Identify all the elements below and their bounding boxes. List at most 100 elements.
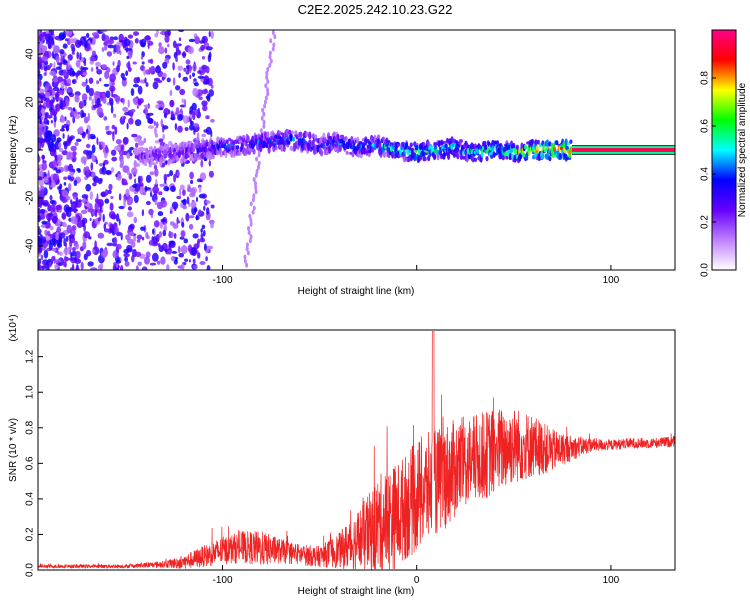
streak-blob xyxy=(257,164,260,170)
noise-blob xyxy=(192,265,198,269)
ridge-blob xyxy=(266,131,270,139)
noise-blob xyxy=(124,47,132,52)
ridge-blob xyxy=(259,144,263,153)
noise-blob xyxy=(101,47,105,52)
noise-blob xyxy=(189,171,194,180)
noise-blob xyxy=(99,202,102,212)
streak-blob xyxy=(264,95,268,101)
noise-blob xyxy=(53,129,60,137)
noise-blob xyxy=(149,65,156,75)
noise-blob xyxy=(71,71,76,76)
noise-blob xyxy=(142,236,145,241)
noise-blob xyxy=(41,236,47,244)
streak-blob xyxy=(273,34,277,40)
noise-blob xyxy=(47,120,50,125)
noise-blob xyxy=(70,202,76,209)
noise-blob xyxy=(111,87,114,97)
ridge-blob xyxy=(211,154,215,160)
noise-blob xyxy=(129,146,135,151)
spectrogram-x-label: Height of straight line (km) xyxy=(298,286,415,297)
noise-blob xyxy=(53,159,57,167)
noise-blob xyxy=(156,30,159,36)
noise-blob xyxy=(156,121,159,129)
noise-blob xyxy=(72,151,77,157)
ridge-blob xyxy=(153,162,157,166)
noise-blob xyxy=(148,125,155,129)
noise-blob xyxy=(107,39,115,44)
ridge-blob xyxy=(450,136,454,144)
noise-blob xyxy=(75,39,82,48)
noise-blob xyxy=(38,44,41,53)
noise-blob xyxy=(180,245,188,254)
ridge-blob xyxy=(422,151,426,157)
ridge-blob xyxy=(219,153,223,158)
noise-blob xyxy=(190,121,194,126)
noise-blob xyxy=(83,231,91,239)
noise-blob xyxy=(55,105,58,111)
noise-blob xyxy=(201,193,207,199)
noise-blob xyxy=(104,144,109,154)
noise-blob xyxy=(102,162,106,169)
noise-blob xyxy=(182,189,186,197)
noise-blob xyxy=(208,170,214,178)
noise-blob xyxy=(210,221,214,229)
noise-blob xyxy=(52,96,55,103)
noise-blob xyxy=(44,112,49,116)
noise-blob xyxy=(133,77,139,84)
ridge-blob xyxy=(564,138,568,146)
noise-blob xyxy=(75,250,81,259)
noise-blob xyxy=(62,190,69,198)
noise-blob xyxy=(174,123,178,131)
noise-blob xyxy=(190,179,194,185)
noise-blob xyxy=(163,182,168,187)
noise-blob xyxy=(199,40,204,44)
noise-blob xyxy=(43,72,47,76)
noise-blob xyxy=(190,201,197,209)
streak-blob xyxy=(245,246,249,252)
noise-blob xyxy=(123,199,126,209)
colorbar-tick-label: 0.2 xyxy=(700,215,711,229)
ridge-blob xyxy=(169,158,173,164)
noise-blob xyxy=(77,168,81,173)
noise-blob xyxy=(44,91,51,99)
noise-blob xyxy=(63,182,67,186)
ridge-blob xyxy=(336,133,340,139)
noise-blob xyxy=(46,114,53,119)
noise-blob xyxy=(61,150,68,156)
noise-blob xyxy=(47,170,50,177)
noise-blob xyxy=(92,249,96,254)
noise-blob xyxy=(109,73,116,83)
ridge-blob xyxy=(510,153,515,160)
noise-blob xyxy=(178,37,182,42)
noise-blob xyxy=(63,123,68,129)
streak-blob xyxy=(268,50,272,56)
noise-blob xyxy=(65,236,69,242)
noise-blob xyxy=(123,116,126,120)
ridge-blob xyxy=(356,136,360,144)
noise-blob xyxy=(74,114,81,119)
colorbar-tick-label: 0.0 xyxy=(700,263,711,277)
noise-blob xyxy=(163,173,168,182)
noise-blob xyxy=(57,250,60,255)
noise-blob xyxy=(143,104,150,108)
noise-blob xyxy=(94,202,100,212)
streak-blob xyxy=(247,226,250,231)
noise-blob xyxy=(160,256,166,265)
noise-blob xyxy=(178,245,181,254)
noise-blob xyxy=(148,67,151,75)
noise-blob xyxy=(40,45,48,52)
noise-blob xyxy=(207,54,212,63)
noise-blob xyxy=(169,99,174,108)
noise-blob xyxy=(149,171,155,176)
noise-blob xyxy=(145,200,151,206)
ridge-blob xyxy=(260,134,264,143)
noise-blob xyxy=(75,267,80,270)
noise-blob xyxy=(120,265,124,270)
noise-blob xyxy=(109,202,114,211)
ridge-blob xyxy=(378,141,382,148)
ridge-blob xyxy=(290,130,294,135)
noise-blob xyxy=(43,249,49,259)
ridge-blob xyxy=(209,152,213,160)
noise-blob xyxy=(62,133,65,139)
ridge-blob xyxy=(134,162,138,168)
